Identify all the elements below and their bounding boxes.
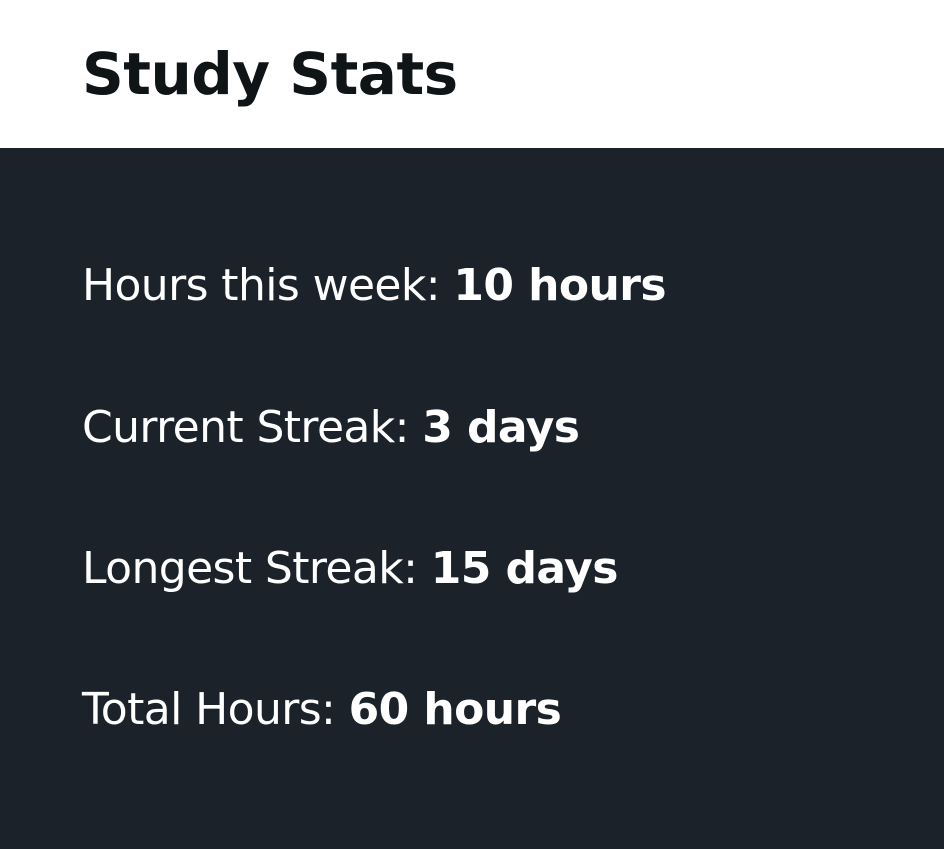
header: Study Stats bbox=[0, 0, 944, 148]
stat-current-streak: Current Streak: 3 days bbox=[82, 400, 580, 456]
stat-total-hours: Total Hours: 60 hours bbox=[82, 682, 562, 738]
stats-panel: Hours this week: 10 hours Current Streak… bbox=[0, 148, 944, 849]
stat-label: Longest Streak: bbox=[82, 543, 431, 594]
stat-value: 60 hours bbox=[348, 684, 562, 735]
stat-label: Hours this week: bbox=[82, 260, 454, 311]
stat-label: Current Streak: bbox=[82, 402, 423, 453]
stat-value: 15 days bbox=[430, 543, 619, 594]
page-title: Study Stats bbox=[82, 40, 458, 108]
stat-value: 3 days bbox=[422, 402, 580, 453]
stat-value: 10 hours bbox=[453, 260, 666, 311]
stat-hours-this-week: Hours this week: 10 hours bbox=[82, 258, 667, 314]
stat-longest-streak: Longest Streak: 15 days bbox=[82, 541, 618, 597]
stat-label: Total Hours: bbox=[82, 684, 349, 735]
